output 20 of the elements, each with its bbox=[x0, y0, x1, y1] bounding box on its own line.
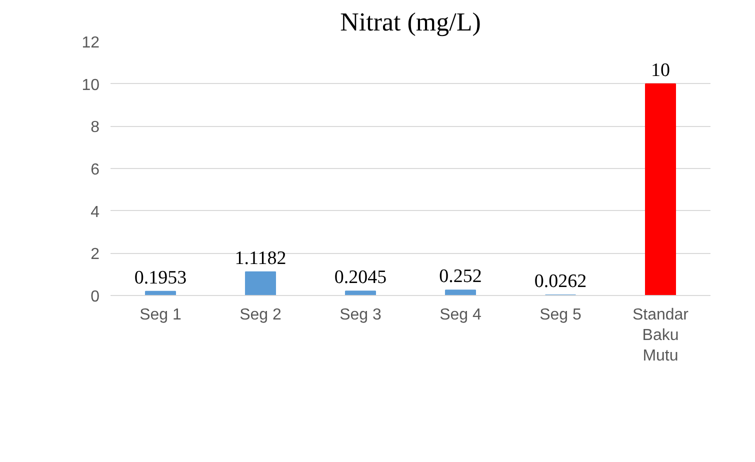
x-tick-label: Seg 3 bbox=[340, 306, 382, 324]
data-label: 0.2045 bbox=[334, 267, 387, 288]
y-tick-label: 0 bbox=[90, 288, 100, 306]
y-tick-label: 6 bbox=[90, 162, 100, 178]
data-label: 0.1953 bbox=[134, 267, 187, 288]
x-tick-label: Seg 4 bbox=[440, 306, 482, 324]
x-tick-label: Seg 1 bbox=[140, 306, 182, 324]
chart-title: Nitrat (mg/L) bbox=[340, 8, 481, 36]
y-tick-label: 8 bbox=[90, 119, 100, 136]
x-tick-label: Seg 2 bbox=[240, 306, 282, 324]
y-tick-label: 10 bbox=[82, 76, 100, 94]
data-label: 1.1182 bbox=[234, 248, 286, 269]
x-tick-label: Standar Baku Mutu bbox=[632, 306, 690, 364]
data-label: 10 bbox=[651, 60, 670, 81]
x-tick-label: Seg 5 bbox=[540, 306, 582, 324]
y-tick-label: 2 bbox=[90, 246, 100, 264]
y-tick-label: 12 bbox=[82, 34, 100, 52]
data-label: 0.0262 bbox=[534, 270, 587, 292]
y-tick-label: 4 bbox=[90, 204, 100, 221]
data-label: 0.252 bbox=[439, 266, 482, 288]
